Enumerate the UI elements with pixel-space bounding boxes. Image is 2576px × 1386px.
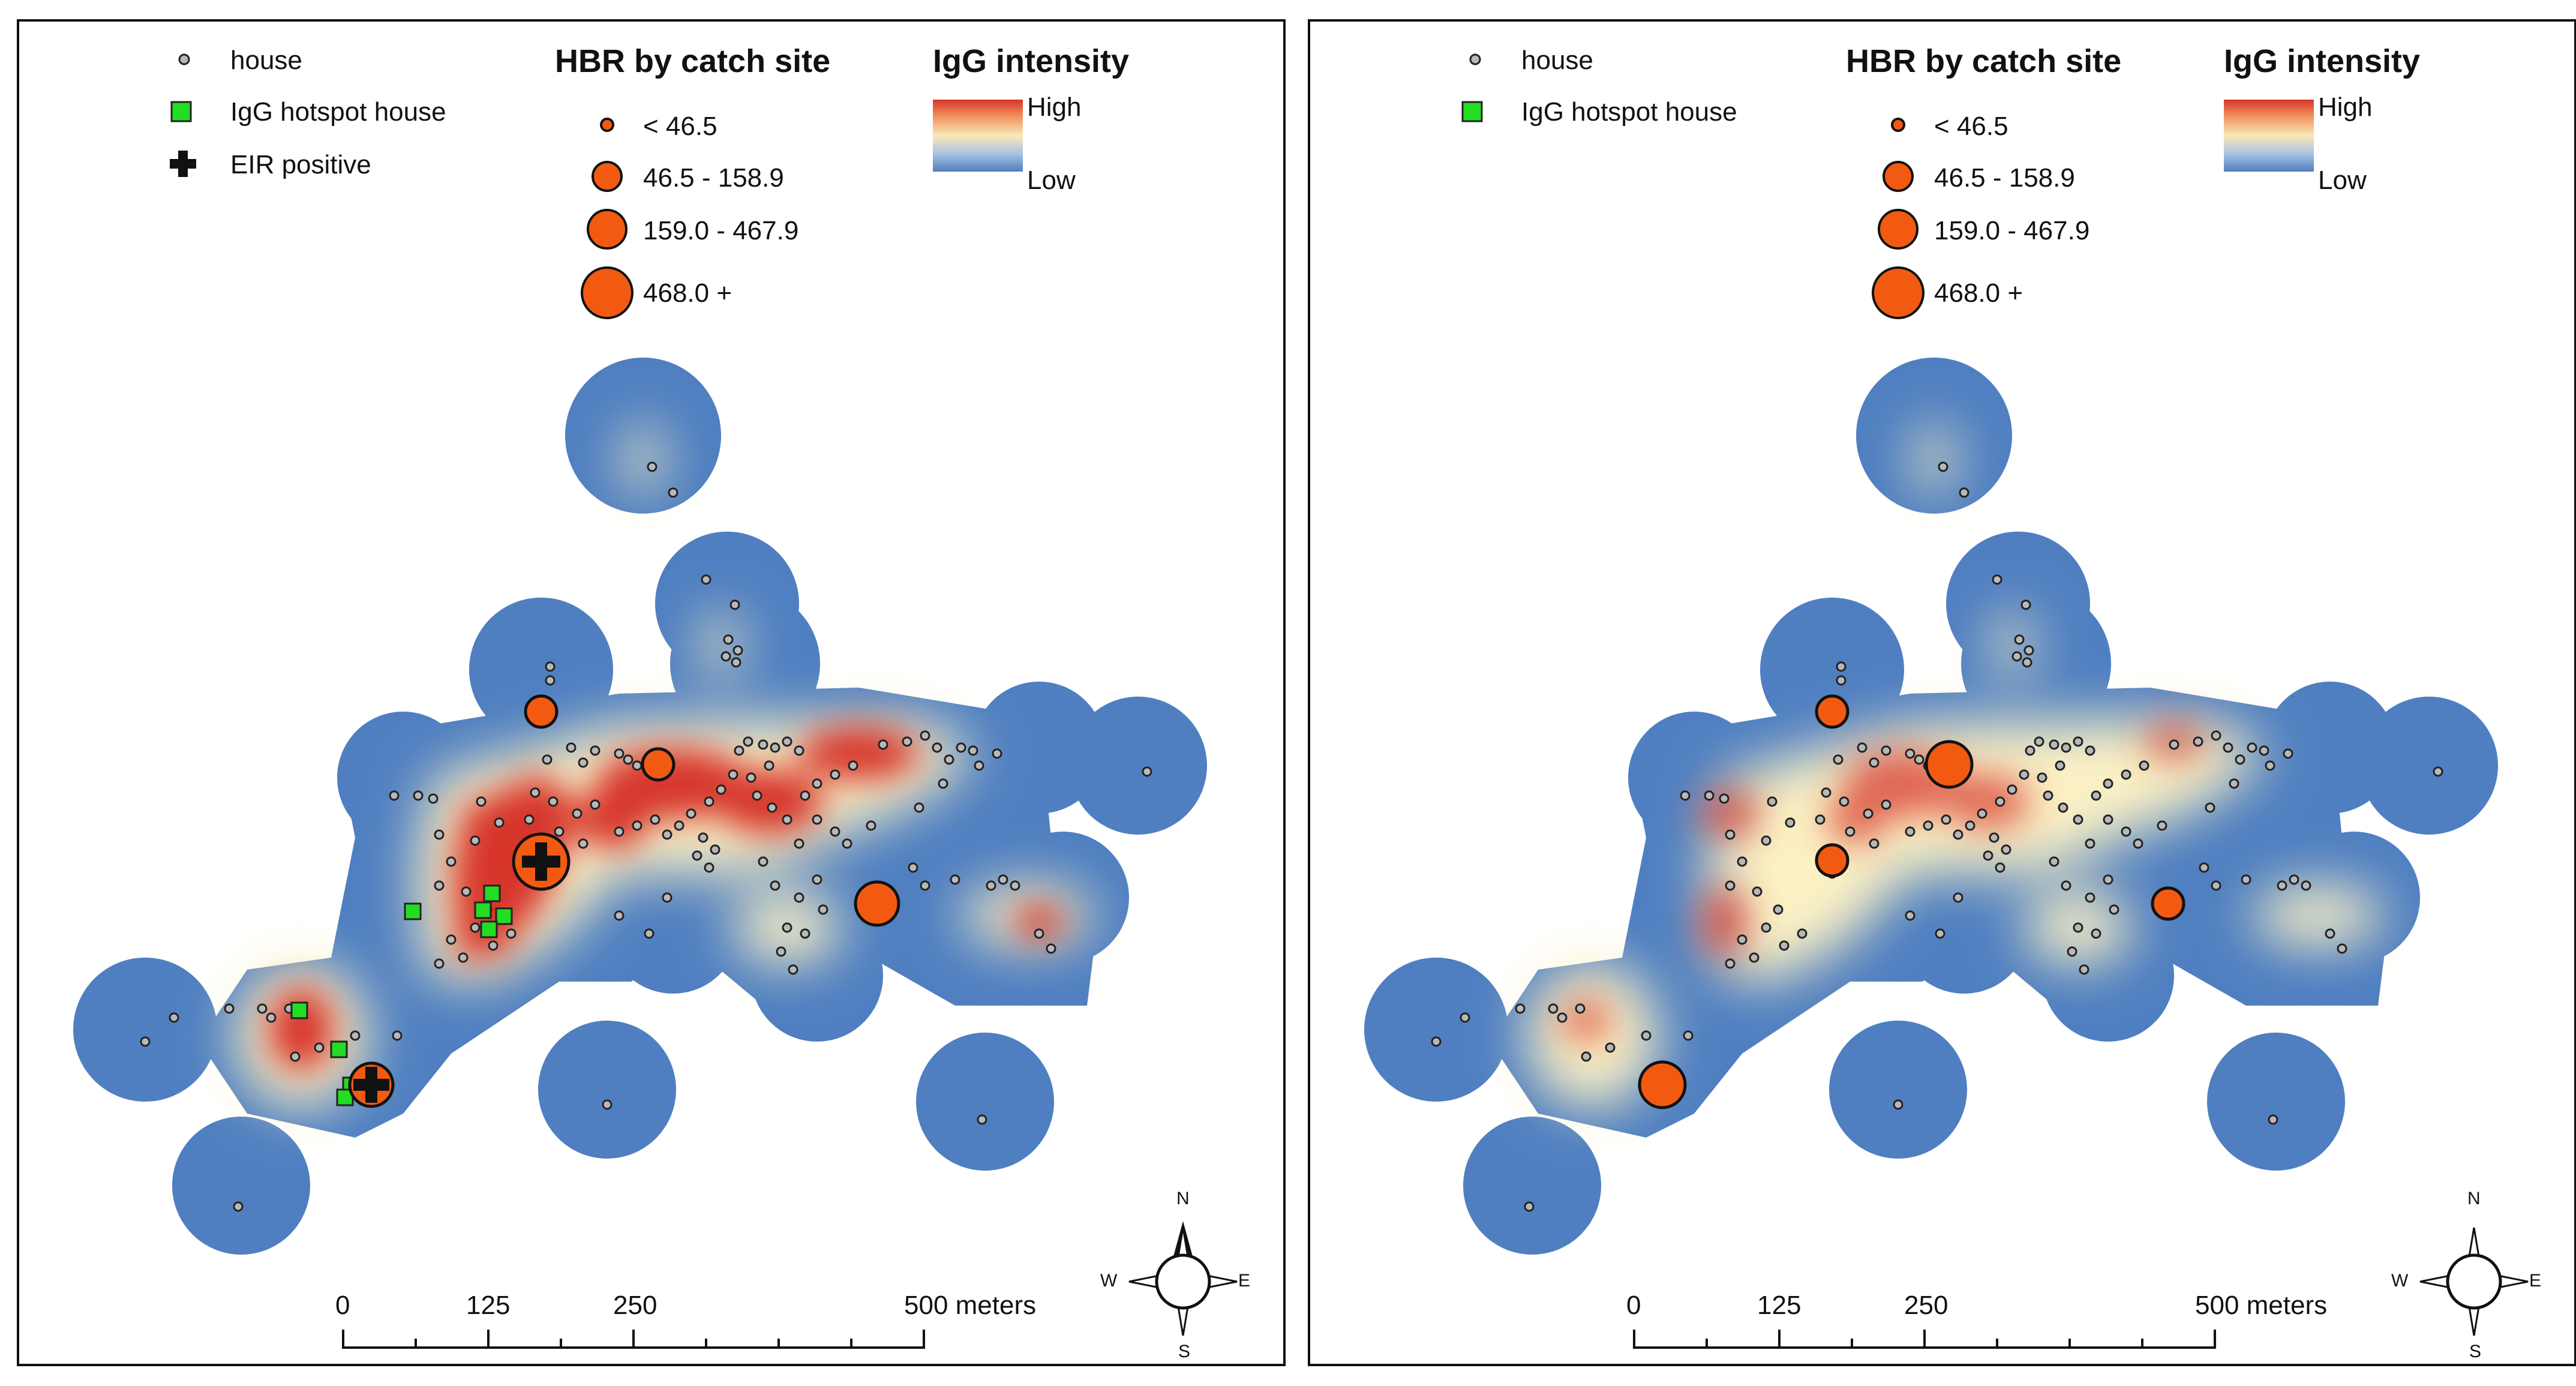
house-legend-icon [1469,53,1481,65]
compass-w: W [1100,1271,1118,1291]
scale-tick-500: 500 meters [2195,1291,2328,1320]
eir-legend-icon [170,151,196,177]
intensity-map-left [73,358,1238,1349]
compass-e: E [2529,1271,2542,1291]
hbr-class-4: 468.0 + [1934,278,2023,308]
hotspot-legend-icon [170,101,192,122]
hbr-class-1: < 46.5 [643,112,717,141]
igg-legend-title: IgG intensity [933,43,1130,79]
scale-bar [342,1330,925,1349]
legend-eir-label: EIR positive [230,150,371,179]
igg-gradient-ramp [933,100,1023,172]
hbr-legend-symbols [1872,118,1925,319]
hbr-class-3: 159.0 - 467.9 [1934,216,2090,245]
igg-high-label: High [1027,92,1082,122]
igg-low-label: Low [2318,166,2367,195]
house-legend-icon [178,53,190,65]
hbr-class-2: 46.5 - 158.9 [1934,163,2075,193]
compass-w: W [2391,1271,2409,1291]
igg-low-zone [73,358,1207,1255]
north-arrow [1128,1221,1238,1336]
hbr-legend-title: HBR by catch site [555,43,831,79]
hbr-legend-title: HBR by catch site [1846,43,2122,79]
scale-tick-125: 125 [466,1291,511,1320]
legend-house-label: house [1521,46,1593,75]
eir-positive-markers [353,842,560,1103]
hbr-class-3: 159.0 - 467.9 [643,216,799,245]
scale-tick-0: 0 [1626,1291,1641,1320]
scale-tick-125: 125 [1757,1291,1802,1320]
igg-low-label: Low [1027,166,1076,195]
compass-s: S [1178,1342,1191,1361]
compass-e: E [1238,1271,1251,1291]
legend-house-label: house [230,46,302,75]
compass-n: N [1176,1189,1190,1208]
legend-hotspot-label: IgG hotspot house [230,97,446,127]
hbr-class-2: 46.5 - 158.9 [643,163,784,193]
scale-tick-500: 500 meters [904,1291,1037,1320]
scale-bar [1633,1330,2216,1349]
igg-gradient-ramp [2224,100,2314,172]
compass-s: S [2469,1342,2482,1361]
house-points [1431,461,2443,1212]
hbr-catch-sites [348,694,900,1108]
compass-n: N [2467,1189,2481,1208]
hbr-legend-symbols [581,118,634,319]
map-panel-right: house IgG hotspot house HBR by catch sit… [1308,19,2576,1366]
scale-tick-250: 250 [1904,1291,1948,1320]
scale-tick-250: 250 [613,1291,657,1320]
map-panel-left: house IgG hotspot house EIR positive HBR… [17,19,1286,1366]
legend-hotspot-label: IgG hotspot house [1521,97,1737,127]
hbr-catch-sites [1638,694,2185,1109]
igg-legend-title: IgG intensity [2224,43,2421,79]
hbr-class-1: < 46.5 [1934,112,2008,141]
north-arrow [2419,1227,2529,1336]
hotspot-legend-icon [1461,101,1483,122]
intensity-map-right [1364,358,2529,1349]
hbr-class-4: 468.0 + [643,278,732,308]
igg-high-label: High [2318,92,2373,122]
scale-tick-0: 0 [335,1291,350,1320]
